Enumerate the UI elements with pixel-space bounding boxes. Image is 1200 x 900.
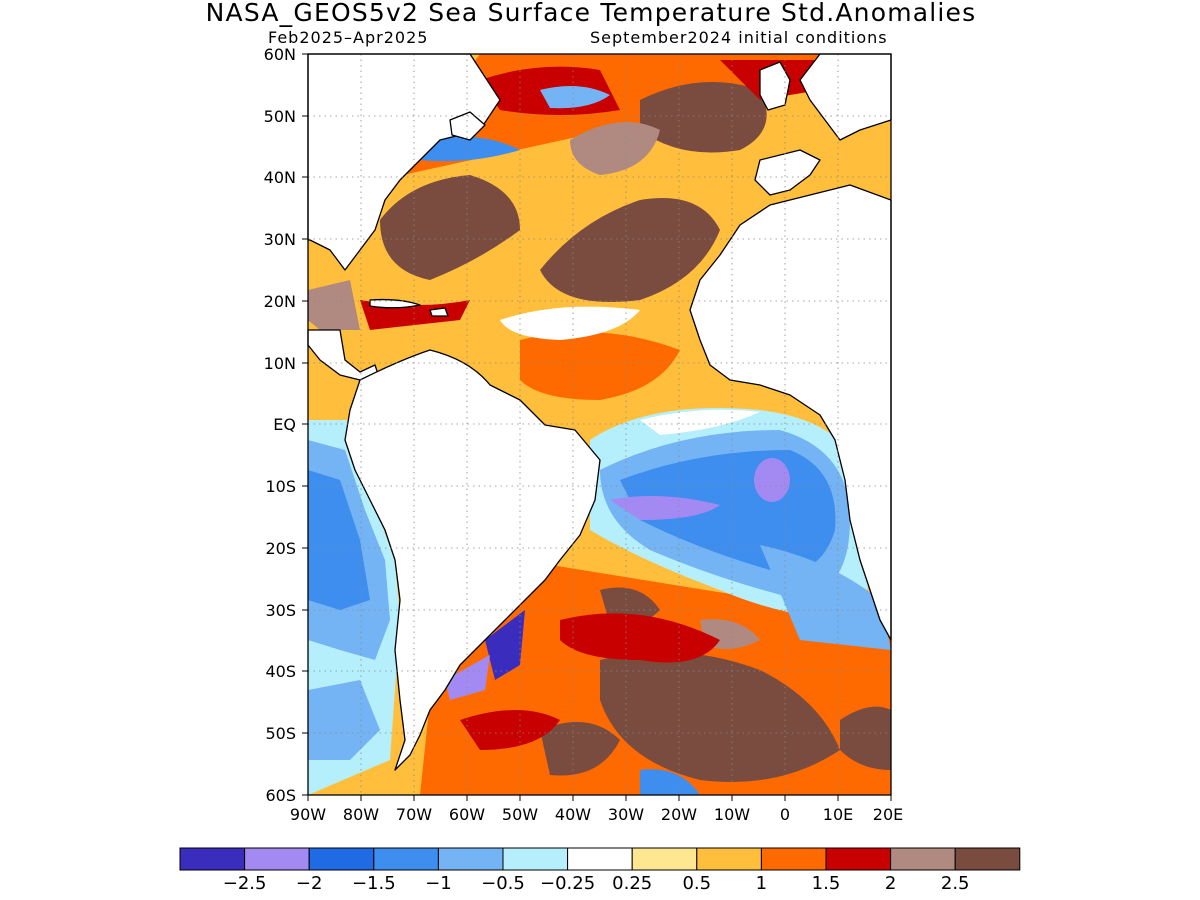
lat-label: 50N [264,107,296,126]
lat-label: 10S [265,477,296,496]
initial-conditions: September2024 initial conditions [590,28,888,47]
lon-label: 90W [290,805,326,824]
lon-label: 70W [396,805,432,824]
lat-label: 60S [265,786,296,805]
lat-label: 20N [264,292,296,311]
colorbar-swatch [696,847,762,871]
lat-label: 20S [265,539,296,558]
colorbar-label: 1.5 [812,873,841,894]
colorbar-label: −2.5 [223,873,267,894]
colorbar-label: 2.5 [941,873,970,894]
colorbar-swatches [179,847,1021,871]
lat-label: 10N [264,354,296,373]
colorbar-swatch [502,847,569,871]
colorbar-swatch [631,847,698,871]
lat-label: 30S [265,601,296,620]
map-title: NASA_GEOS5v2 Sea Surface Temperature Std… [205,0,977,27]
lon-label: 10E [823,805,853,824]
colorbar-swatch [890,847,956,871]
lon-label: 20W [661,805,697,824]
colorbar-label: 0.25 [612,873,652,894]
lat-label: EQ [273,415,296,434]
lon-label: 80W [343,805,379,824]
colorbar-swatch [179,847,246,871]
colorbar-swatch [760,847,827,871]
colorbar-label: −0.25 [540,873,595,894]
colorbar-label: −2 [296,873,323,894]
lat-label: 60N [264,45,296,64]
colorbar-swatch [567,847,633,871]
colorbar-label: 0.5 [682,873,711,894]
lon-label: 50W [502,805,538,824]
colorbar-swatch [373,847,439,871]
lon-label: 0 [780,805,790,824]
colorbar-swatch [244,847,310,871]
lat-label: 40S [265,662,296,681]
colorbar-swatch [308,847,375,871]
axis-ticks [302,53,892,801]
land-masses [307,53,892,771]
colorbar-label: 2 [885,873,896,894]
gridlines [308,54,891,795]
colorbar-label: 1 [756,873,767,894]
lat-label: 50S [265,724,296,743]
colorbar-swatch [954,847,1021,871]
lat-label: 40N [264,168,296,187]
lat-label: 30N [264,230,296,249]
colorbar-swatch [825,847,892,871]
lon-label: 10W [714,805,750,824]
colorbar-labels: −2.5 −2 −1.5 −1 −0.5 −0.25 0.25 0.5 1 1.5 2 2.5 [223,873,970,894]
lon-label: 20E [873,805,903,824]
lon-label: 60W [449,805,485,824]
colorbar-label: −1.5 [352,873,396,894]
lon-label: 30W [608,805,644,824]
colorbar-label: −1 [425,873,452,894]
colorbar-label: −0.5 [481,873,525,894]
lon-label: 40W [555,805,591,824]
colorbar-swatch [437,847,504,871]
forecast-period: Feb2025–Apr2025 [268,28,429,47]
